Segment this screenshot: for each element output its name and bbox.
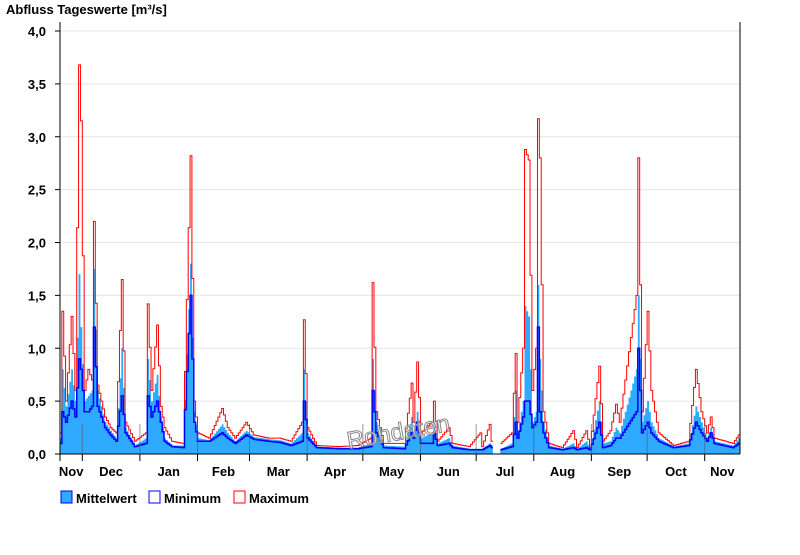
legend-label-minimum: Minimum bbox=[164, 491, 221, 506]
grid-lines bbox=[60, 30, 740, 402]
x-month-label: Jun bbox=[437, 464, 460, 479]
x-month-label: Feb bbox=[212, 464, 235, 479]
x-month-label: Dec bbox=[99, 464, 123, 479]
legend-label-mittelwert: Mittelwert bbox=[76, 491, 137, 506]
chart-title: Abfluss Tageswerte [m³/s] bbox=[6, 2, 167, 17]
y-tick-label: 3,5 bbox=[28, 77, 46, 92]
y-tick-label: 3,0 bbox=[28, 130, 46, 145]
y-tick-label: 1,0 bbox=[28, 341, 46, 356]
x-month-label: Jan bbox=[157, 464, 179, 479]
legend: Mittelwert Minimum Maximum bbox=[60, 490, 309, 506]
series-mittelwert-area bbox=[60, 263, 493, 454]
x-month-label: Jul bbox=[496, 464, 515, 479]
x-month-label: Mar bbox=[267, 464, 290, 479]
y-tick-label: 0,5 bbox=[28, 394, 46, 409]
legend-swatch-minimum bbox=[148, 490, 161, 504]
series-maximum-line bbox=[500, 118, 740, 449]
y-tick-label: 2,0 bbox=[28, 236, 46, 251]
x-month-label: Sep bbox=[607, 464, 631, 479]
plot-area bbox=[60, 64, 740, 454]
y-tick-label: 1,5 bbox=[28, 288, 46, 303]
y-tick-label: 2,5 bbox=[28, 183, 46, 198]
y-tick-label: 4,0 bbox=[28, 24, 46, 39]
series-maximum-line bbox=[60, 64, 493, 448]
legend-swatch-maximum bbox=[233, 490, 246, 504]
x-month-label: Apr bbox=[324, 464, 346, 479]
series-minimum-line bbox=[60, 294, 493, 451]
x-month-label: Nov bbox=[710, 464, 735, 479]
x-month-label: Aug bbox=[550, 464, 575, 479]
series-minimum-line bbox=[500, 326, 740, 451]
x-month-label: Nov bbox=[59, 464, 84, 479]
legend-swatch-mittelwert bbox=[60, 490, 73, 504]
x-month-label: May bbox=[379, 464, 405, 479]
axes: 0,0 0,5 1,0 1,5 2,0 2,5 3,0 3,5 4,0 Nov Dec Jan Feb M… bbox=[28, 22, 741, 479]
x-month-label: Oct bbox=[665, 464, 687, 479]
legend-label-maximum: Maximum bbox=[249, 491, 309, 506]
series-mittelwert-area bbox=[500, 284, 740, 454]
y-tick-label: 0,0 bbox=[28, 447, 46, 462]
